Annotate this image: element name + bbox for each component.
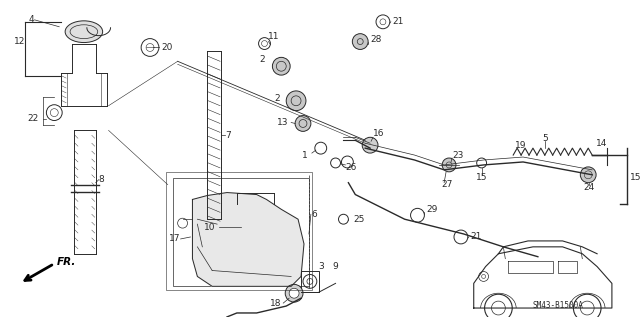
Text: 13: 13 (276, 118, 288, 127)
Bar (301, 271, 319, 292)
Text: 15: 15 (630, 173, 640, 182)
Text: 26: 26 (346, 163, 357, 172)
Text: 8: 8 (99, 175, 104, 184)
Text: 9: 9 (333, 262, 339, 271)
Text: 10: 10 (204, 223, 215, 232)
Bar (166, 172, 312, 290)
Text: 1: 1 (302, 151, 308, 160)
Text: 3: 3 (318, 262, 324, 271)
Text: 28: 28 (370, 35, 381, 44)
Text: 12: 12 (14, 37, 25, 46)
Text: 22: 22 (28, 114, 39, 123)
Text: 21: 21 (393, 17, 404, 26)
Text: 23: 23 (452, 151, 463, 160)
Text: FR.: FR. (57, 257, 77, 267)
Circle shape (353, 34, 368, 49)
Text: 17: 17 (169, 234, 180, 243)
Text: 27: 27 (441, 180, 452, 189)
Circle shape (442, 158, 456, 172)
Polygon shape (193, 193, 304, 286)
Text: SM43-B1500A: SM43-B1500A (533, 300, 584, 309)
Text: 25: 25 (353, 215, 365, 224)
Text: 16: 16 (373, 129, 385, 138)
Text: 2: 2 (259, 55, 264, 64)
Text: 24: 24 (584, 183, 595, 192)
Circle shape (273, 57, 290, 75)
Ellipse shape (65, 21, 102, 42)
Circle shape (241, 211, 273, 243)
Text: 14: 14 (596, 139, 608, 148)
Bar (173, 178, 309, 286)
Text: 11: 11 (268, 32, 280, 41)
Text: 21: 21 (471, 233, 482, 241)
Text: 4: 4 (29, 15, 35, 24)
Circle shape (295, 115, 311, 131)
Circle shape (248, 218, 266, 236)
Circle shape (286, 91, 306, 111)
Text: 19: 19 (515, 141, 527, 150)
Text: 7: 7 (225, 131, 231, 140)
Text: 29: 29 (426, 205, 438, 214)
Circle shape (580, 167, 596, 183)
Text: 5: 5 (542, 134, 548, 143)
Circle shape (362, 137, 378, 153)
Text: 15: 15 (476, 173, 488, 182)
Text: 6: 6 (311, 210, 317, 219)
Text: 2: 2 (275, 94, 280, 103)
Circle shape (285, 284, 303, 302)
Text: 18: 18 (270, 299, 281, 308)
Text: 20: 20 (161, 43, 172, 52)
Circle shape (289, 288, 299, 298)
